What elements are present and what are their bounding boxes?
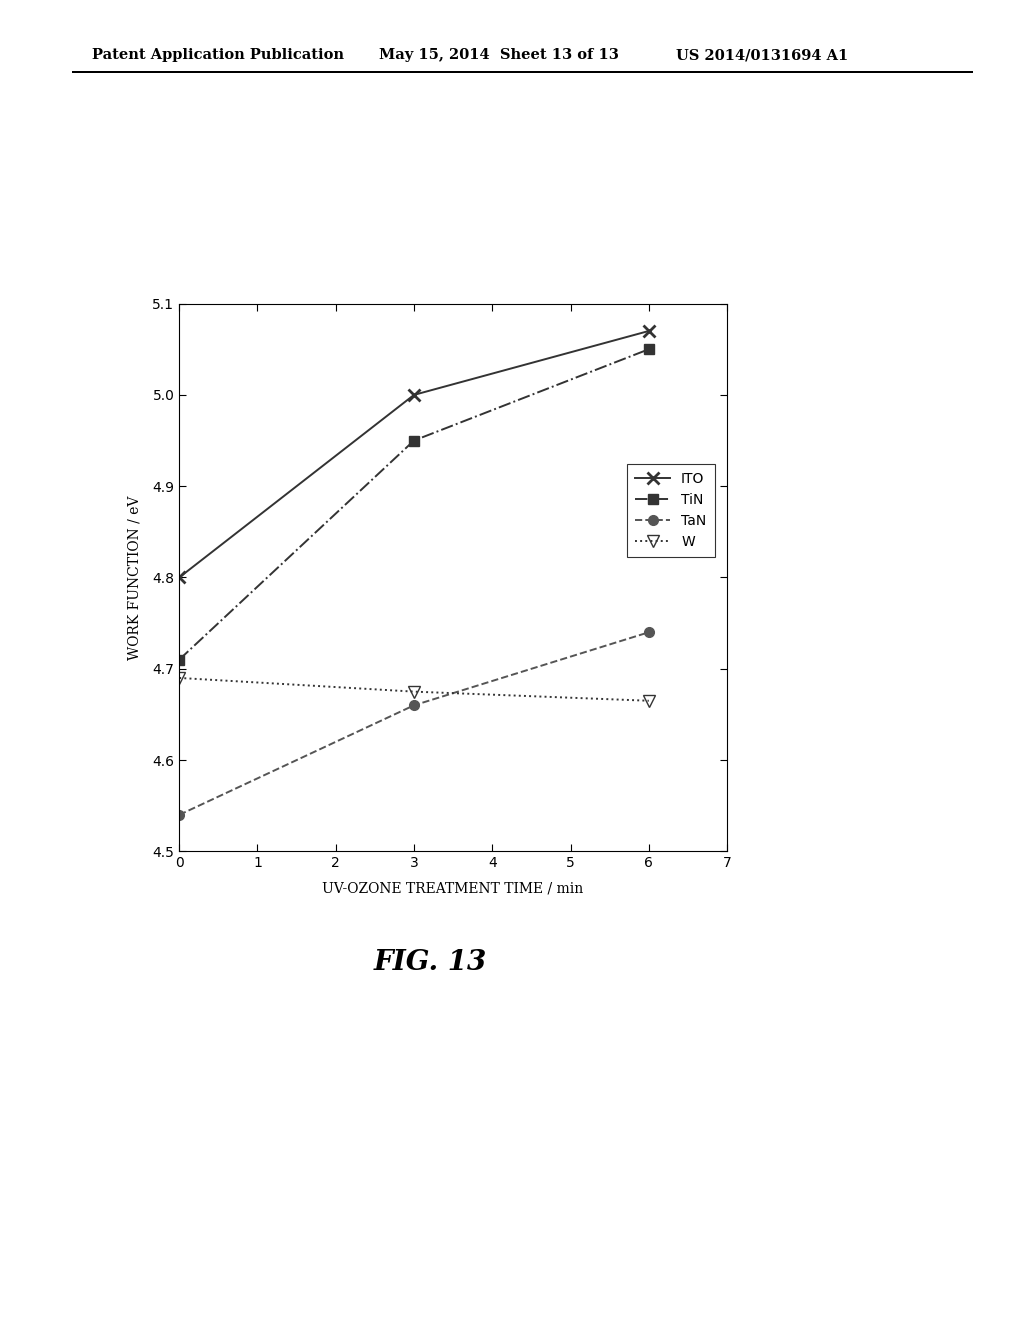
ITO [408, 387, 420, 403]
W [408, 684, 420, 700]
Text: US 2014/0131694 A1: US 2014/0131694 A1 [676, 49, 848, 62]
W [173, 671, 185, 686]
TiN [173, 652, 185, 668]
TaN [173, 807, 185, 822]
Text: FIG. 13: FIG. 13 [374, 949, 486, 977]
W [643, 693, 655, 709]
Text: May 15, 2014  Sheet 13 of 13: May 15, 2014 Sheet 13 of 13 [379, 49, 618, 62]
ITO [173, 569, 185, 585]
Text: Patent Application Publication: Patent Application Publication [92, 49, 344, 62]
TaN [643, 624, 655, 640]
Line: TiN: TiN [174, 345, 653, 664]
Y-axis label: WORK FUNCTION / eV: WORK FUNCTION / eV [127, 495, 141, 660]
X-axis label: UV-OZONE TREATMENT TIME / min: UV-OZONE TREATMENT TIME / min [323, 882, 584, 895]
TiN [408, 433, 420, 449]
Line: ITO: ITO [174, 326, 654, 583]
Line: TaN: TaN [174, 627, 653, 820]
Line: W: W [174, 672, 654, 706]
ITO [643, 323, 655, 339]
TaN [408, 697, 420, 713]
Legend: ITO, TiN, TaN, W: ITO, TiN, TaN, W [627, 463, 715, 557]
TiN [643, 342, 655, 358]
